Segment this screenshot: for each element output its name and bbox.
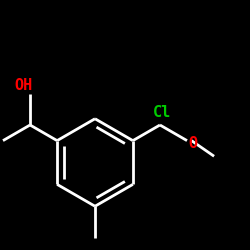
Text: O: O (189, 136, 198, 150)
Text: Cl: Cl (153, 105, 172, 120)
Text: OH: OH (15, 78, 33, 92)
